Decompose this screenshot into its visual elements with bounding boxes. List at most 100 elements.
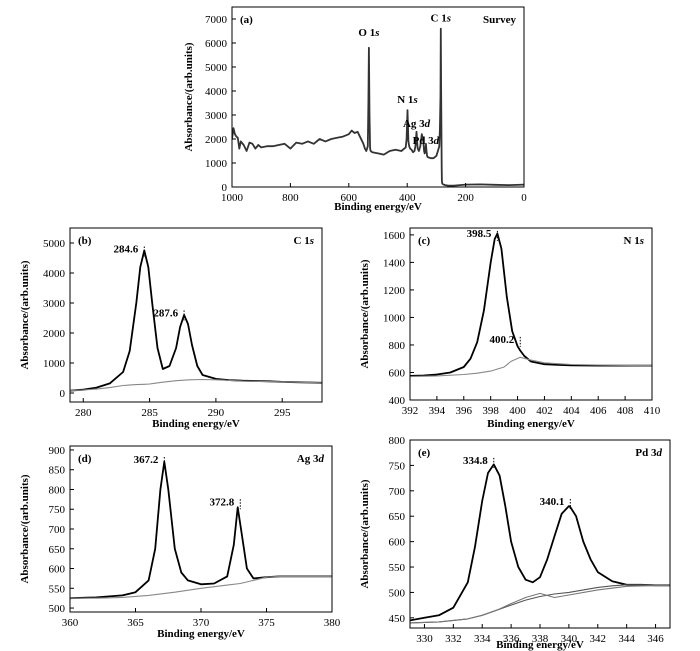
y-tick-label: 450: [389, 613, 406, 625]
y-tick-label: 4000: [43, 268, 66, 280]
y-tick-label: 5000: [205, 62, 228, 74]
chart-panel-b: 280 285 290 295 0 1000 2000 3000 4000 5000 Binding…: [19, 227, 323, 430]
y-tick-label: 650: [389, 511, 406, 523]
peak-label: 334.8: [463, 455, 488, 467]
x-tick-label: 360: [62, 617, 79, 629]
peak-label: 287.6: [153, 307, 178, 319]
y-tick-label: 550: [389, 562, 406, 574]
x-tick-label: 800: [282, 192, 299, 204]
y-tick-label: 500: [49, 603, 66, 615]
peak-label: 284.6: [114, 244, 139, 256]
y-tick-label: 800: [389, 435, 406, 447]
x-tick-label: 334: [474, 633, 491, 645]
x-tick-label: 370: [193, 617, 210, 629]
y-tick-label: 2000: [205, 134, 228, 146]
panel-title: Ag 3d: [297, 453, 325, 465]
element-annotation: Pd 3d: [413, 135, 440, 147]
y-tick-label: 0: [222, 182, 228, 194]
x-tick-label: 338: [532, 633, 549, 645]
series-line-e-1: [410, 584, 670, 624]
x-axis-title: Binding energy/eV: [157, 628, 245, 640]
plot-frame-a: [231, 6, 525, 188]
x-tick-label: 396: [456, 405, 473, 417]
y-tick-label: 750: [49, 504, 66, 516]
y-tick-label: 6000: [205, 38, 228, 50]
plot-frame-e: [409, 439, 671, 629]
plot-frame-c: [409, 227, 653, 401]
y-tick-label: 850: [49, 465, 66, 477]
x-tick-label: 332: [445, 633, 462, 645]
y-axis-title: Absorbance/(arb.units): [359, 259, 371, 368]
y-axis-title: Absorbance/(arb.units): [183, 42, 195, 151]
series-line-b-1: [70, 378, 322, 392]
element-annotation: O 1s: [358, 27, 379, 39]
y-tick-label: 700: [49, 524, 66, 536]
panel-label: (b): [78, 235, 92, 247]
y-tick-label: 900: [49, 445, 66, 457]
element-annotation: C 1s: [431, 12, 451, 24]
y-tick-label: 4000: [205, 86, 228, 98]
peak-label: 400.2: [489, 334, 514, 346]
x-tick-label: 400: [509, 405, 526, 417]
chart-panel-c: 392 394 396 398 400 402 404 406 408 410 400 600 800 1…: [359, 227, 661, 430]
x-tick-label: 1000: [221, 192, 244, 204]
x-tick-label: 336: [503, 633, 520, 645]
y-tick-label: 1000: [43, 358, 66, 370]
series-line-c-0: [410, 232, 652, 377]
y-tick-label: 0: [60, 388, 66, 400]
x-tick-label: 406: [590, 405, 607, 417]
x-tick-label: 600: [341, 192, 358, 204]
panel-label: (d): [78, 453, 92, 465]
series-line-b-0: [70, 249, 322, 392]
series-line-e-0: [410, 463, 670, 622]
series-line-a-0: [232, 27, 524, 187]
x-tick-label: 0: [521, 192, 527, 204]
x-tick-label: 404: [563, 405, 580, 417]
x-tick-label: 295: [274, 407, 291, 419]
peak-label: 367.2: [134, 454, 159, 466]
x-tick-label: 346: [647, 633, 664, 645]
plot-frame-b: [69, 227, 323, 403]
y-axis-title: Absorbance/(arb.units): [359, 479, 371, 588]
x-axis-title: Binding energy/eV: [487, 418, 575, 430]
y-tick-label: 5000: [43, 238, 66, 250]
x-axis-title: Binding energy/eV: [496, 639, 584, 651]
y-tick-label: 1000: [383, 312, 406, 324]
panel-title: N 1s: [624, 235, 644, 247]
x-tick-label: 398: [482, 405, 499, 417]
y-tick-label: 7000: [205, 14, 228, 26]
x-axis-title: Binding energy/eV: [152, 418, 240, 430]
y-axis-title: Absorbance/(arb.units): [19, 260, 31, 369]
y-tick-label: 1400: [383, 257, 406, 269]
peak-label: 398.5: [467, 228, 492, 240]
y-tick-label: 1200: [383, 285, 406, 297]
y-tick-label: 1600: [383, 230, 406, 242]
x-tick-label: 365: [127, 617, 144, 629]
y-tick-label: 600: [389, 537, 406, 549]
x-axis-title: Binding energy/eV: [334, 201, 422, 213]
x-tick-label: 290: [208, 407, 225, 419]
x-tick-label: 380: [324, 617, 341, 629]
series-line-d-0: [70, 460, 332, 600]
panel-label: (e): [418, 447, 431, 459]
panel-title: Survey: [483, 14, 517, 26]
series-line-c-1: [410, 356, 652, 378]
y-axis-title: Absorbance/(arb.units): [19, 474, 31, 583]
x-tick-label: 400: [399, 192, 416, 204]
y-tick-label: 3000: [43, 298, 66, 310]
panel-title: Pd 3d: [635, 447, 662, 459]
x-tick-label: 285: [141, 407, 158, 419]
x-tick-label: 340: [561, 633, 578, 645]
x-tick-label: 402: [536, 405, 553, 417]
element-annotation: Ag 3d: [403, 118, 431, 130]
x-tick-label: 375: [258, 617, 275, 629]
chart-panel-d: 360 365 370 375 380 500 550 600 650 700 750 800 850 9…: [19, 445, 341, 640]
x-tick-label: 280: [75, 407, 92, 419]
y-tick-label: 550: [49, 583, 66, 595]
x-tick-label: 200: [457, 192, 474, 204]
y-tick-label: 650: [49, 544, 66, 556]
panel-title: C 1s: [294, 235, 314, 247]
y-tick-label: 700: [389, 486, 406, 498]
x-tick-label: 408: [617, 405, 634, 417]
